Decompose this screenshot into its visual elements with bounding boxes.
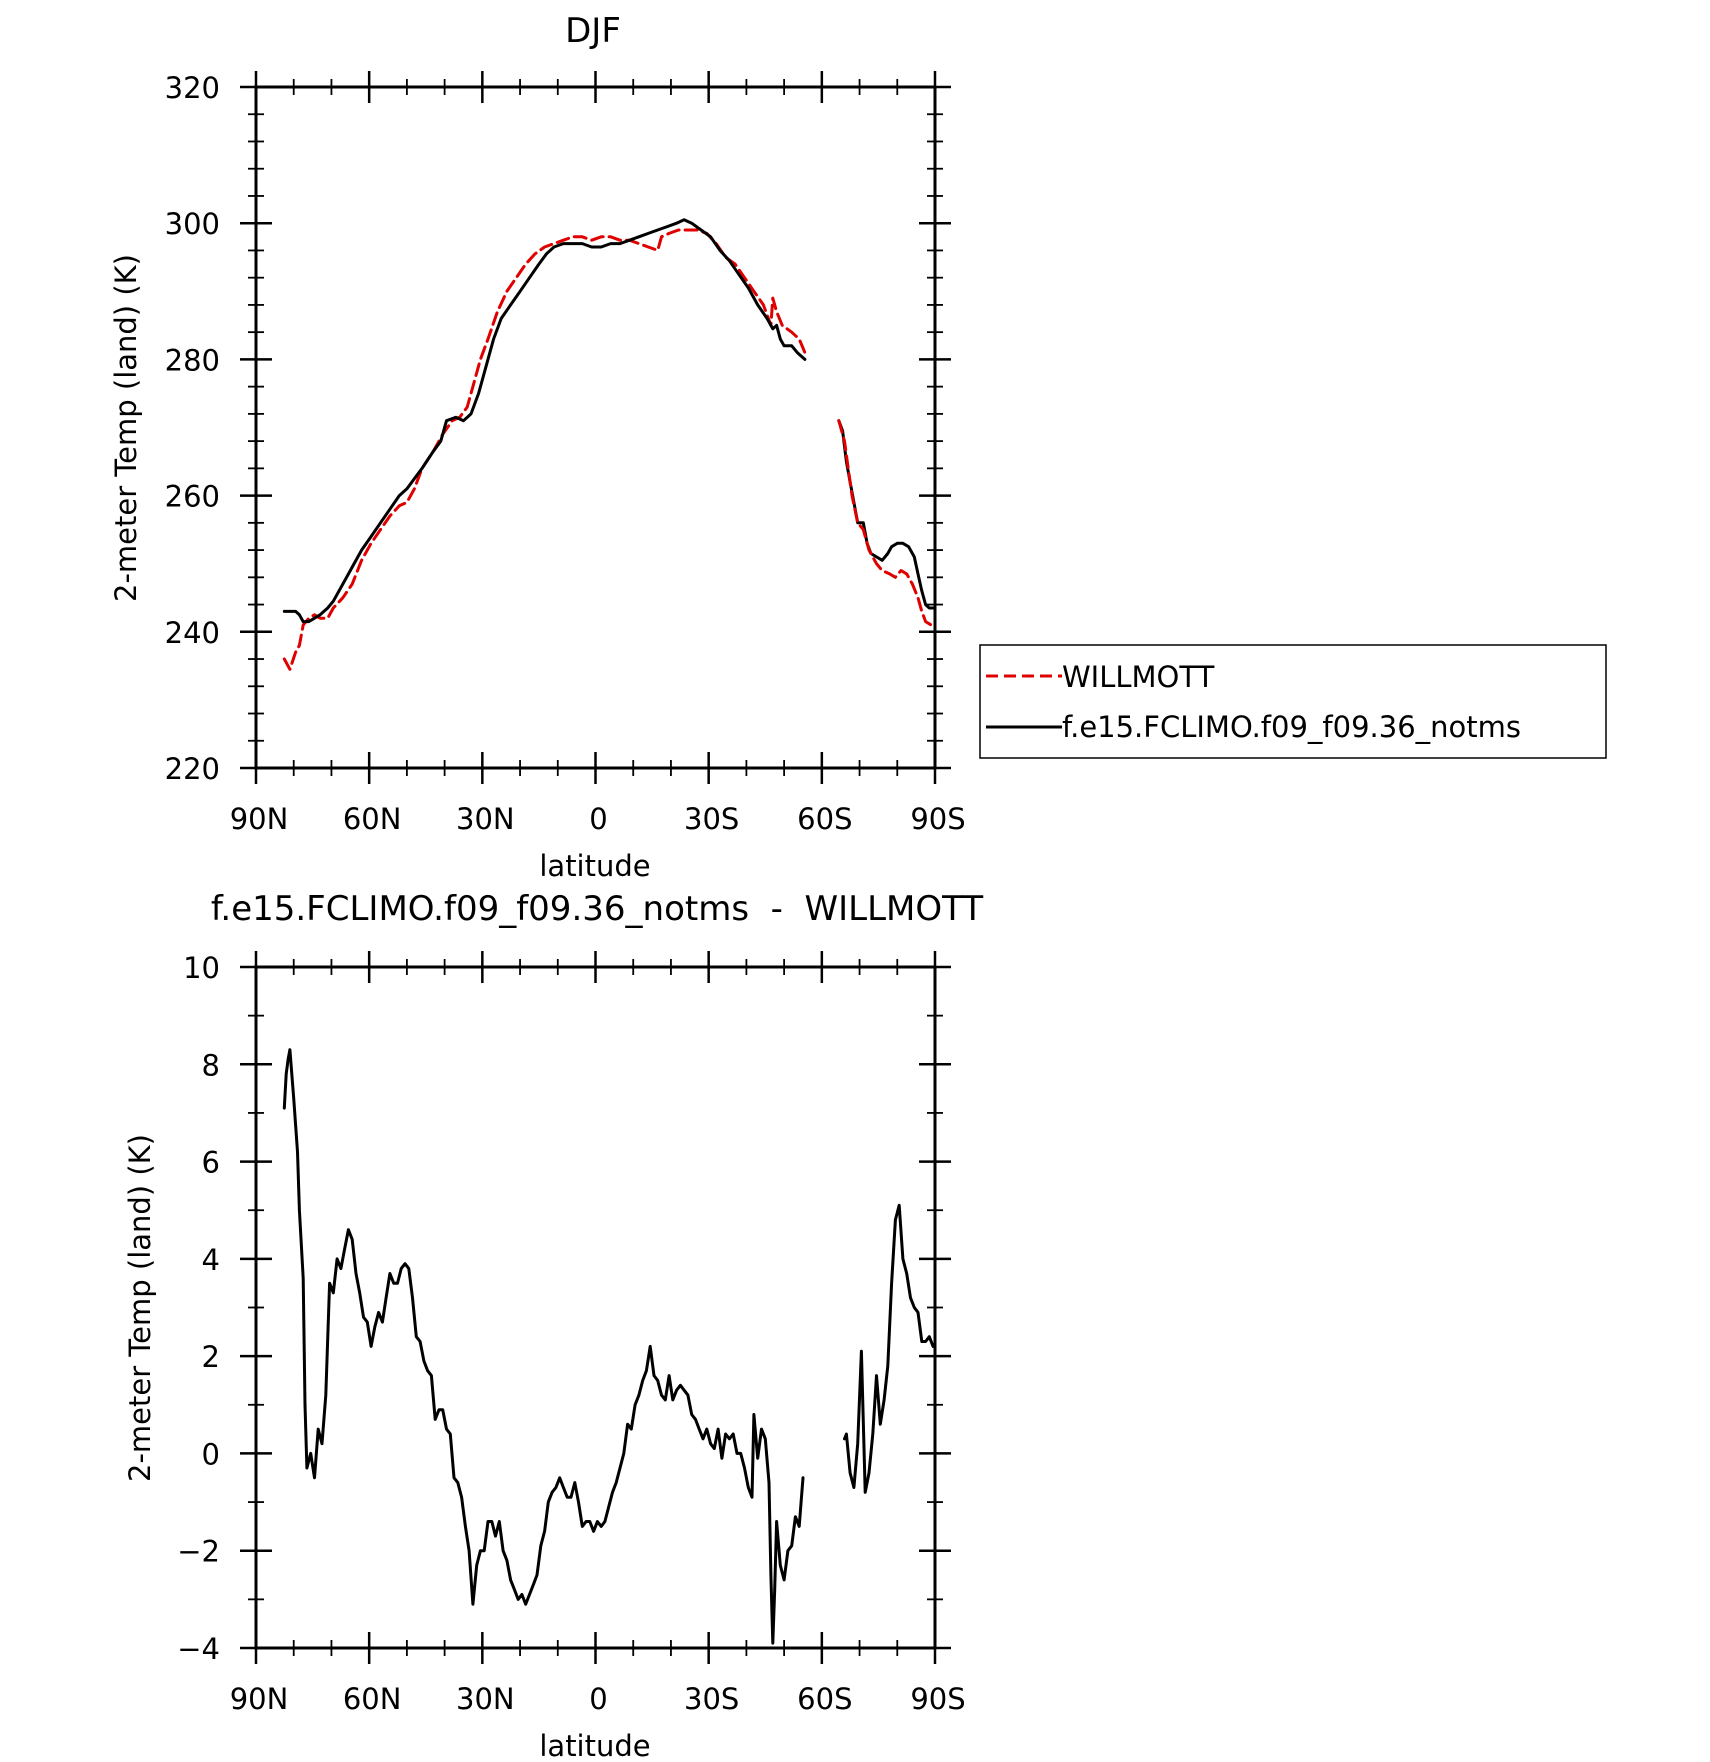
y-tick-label: 240 xyxy=(165,616,220,650)
bottom-x-tick-labels: 90N 60N 30N 0 30S 60S 90S xyxy=(230,1682,966,1716)
top-axis-ticks xyxy=(240,71,951,784)
top-x-tick-labels: 90N 60N 30N 0 30S 60S 90S xyxy=(230,802,966,836)
y-tick-label: 260 xyxy=(165,480,220,514)
x-tick-label: 90S xyxy=(910,802,965,836)
x-tick-label: 0 xyxy=(589,802,607,836)
bottom-chart-title: f.e15.FCLIMO.f09_f09.36_notms - WILLMOTT xyxy=(211,889,983,929)
bottom-panel: f.e15.FCLIMO.f09_f09.36_notms - WILLMOTT… xyxy=(123,889,983,1762)
top-series-lines xyxy=(282,218,935,671)
y-tick-label: −2 xyxy=(177,1535,220,1569)
x-tick-label: 90S xyxy=(910,1682,965,1716)
y-tick-label: 280 xyxy=(165,343,220,377)
top-x-axis-label: latitude xyxy=(539,849,650,883)
x-tick-label: 90N xyxy=(230,1682,289,1716)
y-tick-label: 2 xyxy=(202,1340,220,1374)
legend: WILLMOTT f.e15.FCLIMO.f09_f09.36_notms xyxy=(979,644,1607,759)
bottom-y-axis-label: 2-meter Temp (land) (K) xyxy=(123,1134,157,1482)
x-tick-label: 60N xyxy=(343,1682,402,1716)
x-tick-label: 60S xyxy=(797,1682,852,1716)
y-tick-label: 0 xyxy=(202,1437,220,1471)
x-tick-label: 60S xyxy=(797,802,852,836)
top-y-tick-labels: 220 240 260 280 300 320 xyxy=(165,71,220,786)
bottom-x-axis-label: latitude xyxy=(539,1729,650,1762)
x-tick-label: 0 xyxy=(589,1682,607,1716)
y-tick-label: 8 xyxy=(202,1048,220,1082)
top-series-line-2 xyxy=(837,419,933,627)
legend-label-model: f.e15.FCLIMO.f09_f09.36_notms xyxy=(1062,710,1521,744)
top-series-line-0 xyxy=(282,228,807,671)
top-series-line-1 xyxy=(282,218,935,624)
y-tick-label: 6 xyxy=(202,1146,220,1180)
x-tick-label: 30S xyxy=(684,1682,739,1716)
x-tick-label: 30S xyxy=(684,802,739,836)
y-tick-label: −4 xyxy=(177,1632,220,1666)
y-tick-label: 10 xyxy=(183,951,220,985)
x-tick-label: 90N xyxy=(230,802,289,836)
top-plot-frame xyxy=(254,85,937,770)
top-y-axis-label: 2-meter Temp (land) (K) xyxy=(109,254,143,602)
legend-box xyxy=(979,644,1607,759)
y-tick-label: 4 xyxy=(202,1243,220,1277)
x-tick-label: 60N xyxy=(343,802,402,836)
y-tick-label: 300 xyxy=(165,207,220,241)
bottom-axis-ticks xyxy=(240,951,951,1664)
x-tick-label: 30N xyxy=(456,802,515,836)
bottom-plot-frame xyxy=(254,965,937,1650)
bottom-series-lines xyxy=(282,1048,935,1645)
x-tick-label: 30N xyxy=(456,1682,515,1716)
top-chart-title: DJF xyxy=(565,11,621,51)
bottom-y-tick-labels: −4 −2 0 2 4 6 8 10 xyxy=(177,951,220,1666)
y-tick-label: 220 xyxy=(165,752,220,786)
bot-series-line-0 xyxy=(282,1048,935,1645)
legend-label-willmott: WILLMOTT xyxy=(1062,660,1215,694)
y-tick-label: 320 xyxy=(165,71,220,105)
